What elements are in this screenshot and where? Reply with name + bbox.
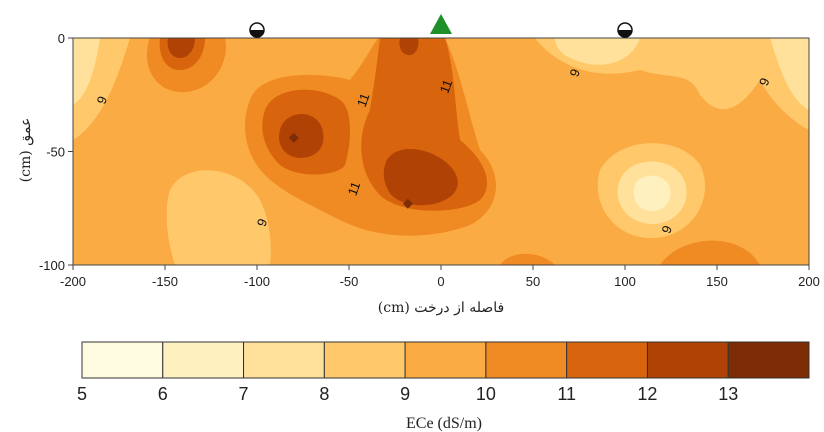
access-tube-icon (617, 22, 633, 38)
x-tick-label: -150 (152, 274, 178, 289)
y-axis: 0 -50 -100 (39, 31, 73, 273)
x-axis: -200 -150 -100 -50 0 50 100 150 200 (60, 265, 820, 289)
contour-label: 9 (658, 223, 675, 235)
x-tick-label: -100 (244, 274, 270, 289)
tree-marker-icon (430, 14, 452, 34)
y-tick-label: -50 (46, 145, 65, 160)
x-axis-title: فاصله از درخت (cm) (378, 300, 504, 316)
colorbar-tick-label: 10 (476, 384, 496, 404)
contour-labels: 9 11 11 9 9 11 9 9 (94, 67, 773, 236)
colorbar: 5 6 7 8 9 10 11 12 13 (77, 341, 810, 404)
colorbar-swatch (727, 341, 810, 379)
colorbar-swatch (485, 341, 568, 379)
access-tube-icon (249, 22, 265, 38)
x-tick-label: 50 (526, 274, 540, 289)
access-tube-fill (618, 30, 632, 37)
x-tick-label: 100 (614, 274, 636, 289)
contour-label: 11 (345, 180, 364, 198)
x-tick-label: 200 (798, 274, 820, 289)
x-tick-label: -50 (340, 274, 359, 289)
colorbar-swatch (404, 341, 487, 379)
contour-label: 11 (437, 77, 456, 95)
contour-region-right-edge (770, 38, 809, 110)
colorbar-tick-label: 8 (319, 384, 329, 404)
y-axis-title: عمق (cm) (18, 118, 34, 183)
colorbar-tick-label: 13 (718, 384, 738, 404)
contour-label: 9 (566, 67, 583, 79)
colorbar-tick-label: 11 (557, 384, 576, 404)
contour-region-left-lower (73, 38, 100, 105)
x-tick-label: 0 (437, 274, 444, 289)
colorbar-tick-label: 7 (239, 384, 249, 404)
contour-region-bottom-right-dark (660, 240, 760, 265)
colorbar-label: ECe (dS/m) (406, 415, 482, 432)
contour-label: 9 (254, 217, 271, 229)
x-tick-label: 150 (706, 274, 728, 289)
hotspot-marker (288, 132, 299, 143)
colorbar-tick-label: 12 (637, 384, 657, 404)
contour-label: 9 (756, 76, 773, 88)
colorbar-swatch (243, 341, 325, 379)
surface-markers (249, 14, 633, 38)
y-tick-label: 0 (58, 31, 65, 46)
y-tick-label: -100 (39, 258, 65, 273)
contour-label: 11 (354, 91, 373, 109)
access-tube-fill (250, 30, 264, 37)
hotspot-marker (402, 198, 413, 209)
contour-region-central-darker (279, 38, 458, 206)
colorbar-tick-label: 5 (77, 384, 87, 404)
colorbar-swatch (566, 341, 648, 379)
contour-region-bottom-left-light (166, 170, 271, 265)
colorbar-swatch (646, 341, 729, 379)
colorbar-swatch (323, 341, 406, 379)
colorbar-swatch (81, 341, 164, 379)
x-tick-label: -200 (60, 274, 86, 289)
hotspot-markers (288, 132, 413, 209)
contour-fills (73, 38, 809, 265)
contour-label: 9 (94, 94, 111, 106)
colorbar-swatch (162, 341, 245, 379)
contour-region-right-top-light (555, 38, 640, 65)
colorbar-tick-label: 9 (400, 384, 410, 404)
contour-region-bottom-mid-dark (500, 253, 555, 265)
colorbar-tick-label: 6 (158, 384, 168, 404)
contour-region-right-mid-lighter (633, 175, 671, 212)
contour-region-top-left-deep (167, 38, 195, 58)
